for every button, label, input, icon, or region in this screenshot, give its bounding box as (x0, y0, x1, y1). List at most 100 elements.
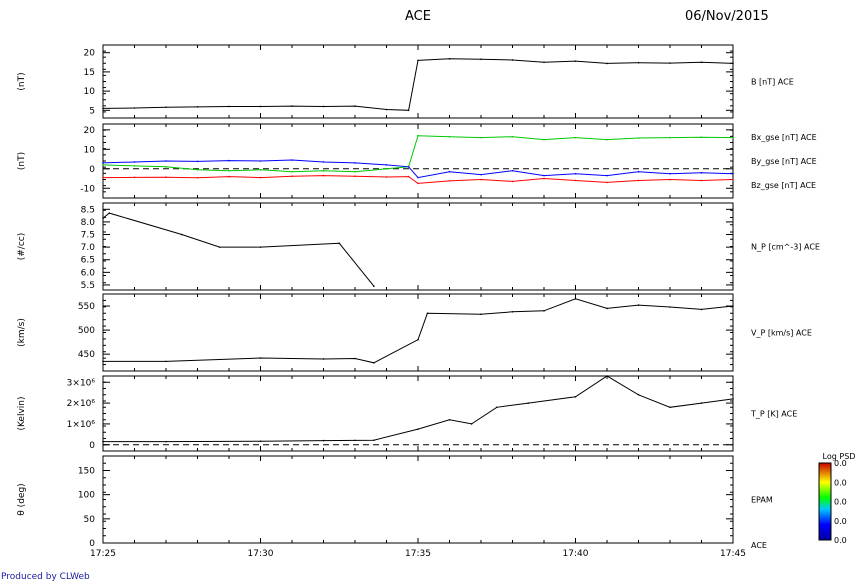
data-point (606, 375, 608, 377)
data-point (732, 398, 734, 400)
data-point (511, 311, 514, 313)
footer-credit: Produced by CLWeb (1, 572, 90, 582)
data-point (165, 106, 167, 109)
y-tick-label: 0 (89, 165, 95, 175)
series-label: T_P [K] ACE (750, 410, 797, 419)
data-point (470, 423, 473, 425)
y-tick-label: 5 (89, 106, 95, 116)
data-point (338, 242, 341, 245)
y-tick-label: 50 (84, 515, 96, 525)
data-point (669, 178, 671, 181)
series-label: EPAM (751, 496, 773, 505)
panel-frame (102, 202, 734, 291)
data-point (385, 108, 388, 111)
data-point (480, 136, 482, 139)
data-point (511, 135, 514, 138)
data-point (448, 180, 451, 182)
y-tick-label: 0 (89, 539, 95, 549)
y-tick-label: 20 (84, 49, 96, 59)
data-point (637, 170, 640, 173)
figure-title: ACE (405, 9, 431, 24)
data-point (259, 176, 262, 179)
data-point (732, 178, 734, 181)
y-tick-label: 20 (84, 126, 96, 136)
data-point (732, 305, 734, 307)
x-tick-label: 17:30 (248, 549, 274, 559)
colorbar-tick-label: 0.0 (834, 459, 847, 468)
data-point (322, 358, 325, 360)
data-point (133, 161, 136, 163)
data-point (700, 171, 703, 174)
data-point (385, 176, 388, 178)
series-line (103, 298, 734, 364)
data-point (606, 307, 608, 310)
panel-frame (102, 455, 734, 544)
data-point (102, 360, 104, 363)
series-line (102, 159, 734, 179)
y-tick-label: 8.0 (81, 218, 96, 228)
y-tick-label: 1×10⁶ (67, 420, 96, 430)
data-point (228, 175, 230, 178)
data-point (354, 175, 356, 177)
data-point (480, 313, 482, 316)
series-line (102, 58, 734, 111)
data-point (373, 362, 375, 364)
series-label: By_gse [nT] ACE (751, 157, 817, 166)
data-point (385, 164, 388, 166)
data-point (385, 167, 388, 170)
data-point (165, 360, 167, 363)
data-point (133, 176, 136, 179)
data-point (511, 169, 514, 172)
data-point (669, 406, 671, 409)
data-point (417, 182, 419, 185)
data-point (417, 176, 419, 179)
figure-date: 06/Nov/2015 (685, 9, 769, 24)
data-point (322, 105, 325, 108)
series-label: V_P [km/s] ACE (751, 329, 812, 338)
y-axis-label: (nT) (17, 152, 27, 170)
y-tick-label: 15 (84, 68, 95, 78)
data-point (102, 162, 104, 164)
data-point (354, 357, 356, 360)
data-point (448, 170, 451, 173)
data-point (637, 179, 640, 182)
data-point (606, 62, 608, 65)
data-point (259, 160, 262, 162)
data-point (732, 136, 734, 139)
data-point (291, 159, 293, 161)
series-line (102, 212, 375, 287)
series-line (102, 135, 734, 173)
y-axis-label: (nT) (17, 72, 27, 90)
data-point (637, 137, 640, 139)
series-label: N_P [cm^-3] ACE (751, 243, 820, 252)
data-point (165, 160, 167, 162)
series-line (102, 175, 734, 184)
data-point (669, 62, 671, 64)
series-label: B [nT] ACE (751, 78, 794, 87)
data-point (574, 136, 577, 139)
data-point (180, 233, 183, 236)
data-point (228, 105, 230, 108)
y-tick-label: 100 (78, 491, 95, 501)
data-point (165, 440, 167, 443)
colorbar-title: Log PSD (823, 452, 856, 461)
data-point (669, 172, 671, 175)
x-tick-label: 17:35 (405, 549, 431, 559)
data-point (480, 178, 482, 181)
data-point (407, 109, 410, 112)
colorbar-tick-label: 0.0 (834, 478, 847, 487)
series-label: Bz_gse [nT] ACE (751, 181, 816, 190)
data-point (407, 166, 410, 168)
data-point (322, 161, 325, 163)
data-point (732, 62, 734, 65)
data-point (259, 168, 262, 171)
data-point (448, 135, 451, 138)
data-point (259, 440, 262, 443)
y-tick-label: 6.0 (81, 268, 96, 278)
data-point (165, 166, 167, 168)
data-point (700, 179, 703, 182)
data-point (448, 418, 451, 421)
data-point (574, 298, 577, 300)
y-axis-label: (Kelvin) (17, 396, 27, 430)
y-tick-label: 8.5 (81, 205, 95, 215)
